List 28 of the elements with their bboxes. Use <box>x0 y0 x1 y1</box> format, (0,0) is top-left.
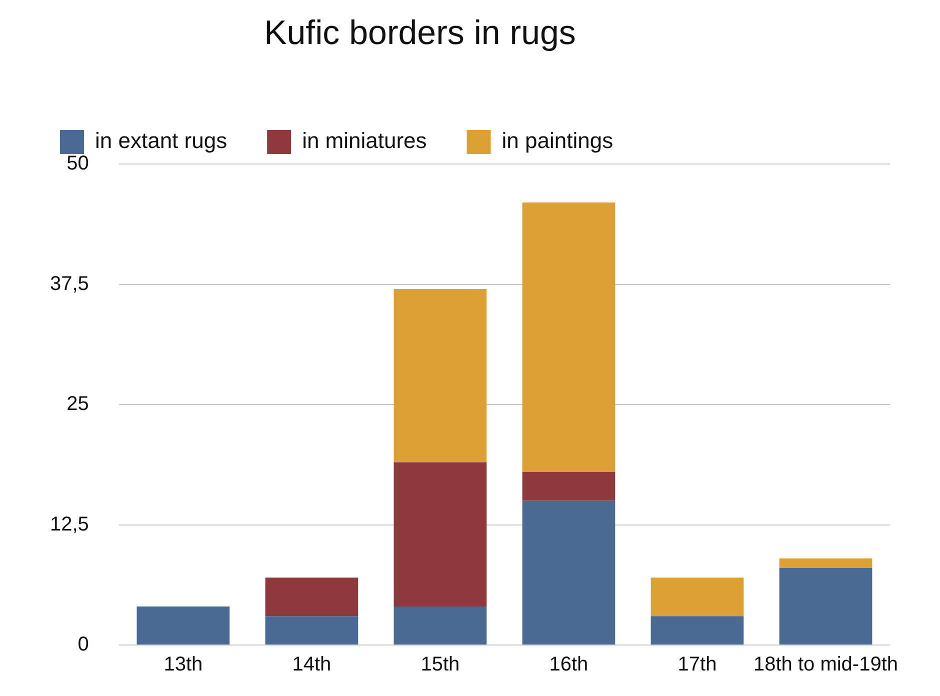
bar <box>265 616 358 644</box>
y-tick-label: 25 <box>66 393 89 416</box>
legend-label: in miniatures <box>302 128 427 154</box>
y-tick-label: 12,5 <box>50 513 89 536</box>
x-tick-label: 14th <box>292 654 332 676</box>
legend-label: in extant rugs <box>95 128 228 154</box>
x-tick-label: 18th to mid-19th <box>753 654 898 676</box>
y-tick-label: 37,5 <box>50 272 89 295</box>
bar <box>650 578 744 616</box>
x-tick-label: 15th <box>420 654 460 676</box>
x-tick-label: 17th <box>678 654 717 676</box>
y-tick-label: 0 <box>78 634 89 656</box>
bar <box>394 289 487 462</box>
bar <box>394 606 487 644</box>
x-tick-label: 13th <box>164 654 203 676</box>
bar <box>779 568 872 644</box>
x-tick-label: 16th <box>549 654 588 676</box>
legend-label: in paintings <box>502 128 614 154</box>
bar <box>136 606 230 644</box>
bar <box>522 472 616 501</box>
bar <box>265 578 358 616</box>
bar <box>394 462 487 607</box>
bar <box>779 558 872 568</box>
bar <box>522 500 616 644</box>
bar <box>522 202 616 472</box>
chart-title: Kufic borders in rugs <box>263 14 577 53</box>
bar <box>650 616 744 644</box>
y-tick-label: 50 <box>66 152 89 175</box>
